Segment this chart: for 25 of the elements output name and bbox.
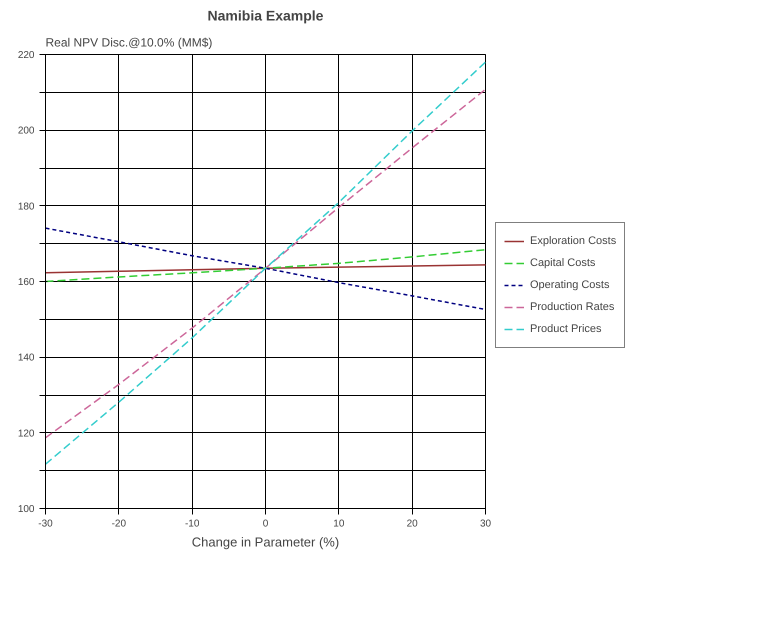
y-tick-label: 160 (18, 277, 35, 288)
y-tick-label: 220 (18, 50, 35, 61)
y-tick-label: 200 (18, 126, 35, 137)
line-series (46, 227, 486, 310)
x-tick-label: -10 (184, 518, 200, 530)
legend-label: Exploration Costs (530, 235, 616, 247)
x-tick-label: 0 (262, 518, 269, 530)
chart-title: Namibia Example (208, 8, 324, 24)
legend-label: Product Prices (530, 323, 602, 335)
y-tick-label: 140 (18, 352, 35, 364)
x-tick-label: -30 (38, 518, 54, 530)
x-tick-label: 30 (480, 518, 492, 530)
legend-label: Capital Costs (530, 257, 596, 269)
y-tick-label: 180 (18, 201, 35, 212)
legend-label: Production Rates (530, 301, 614, 313)
x-axis-title: Change in Parameter (%) (192, 534, 340, 550)
y-axis-title: Real NPV Disc.@10.0% (MM$) (46, 36, 212, 50)
line-series (46, 248, 486, 282)
y-tick-label: 100 (18, 504, 35, 515)
y-tick-label: 120 (18, 428, 35, 440)
x-tick-label: 10 (333, 518, 345, 530)
legend-label: Operating Costs (530, 279, 610, 291)
line-series (46, 264, 486, 274)
x-tick-label: -20 (112, 518, 126, 530)
x-tick-label: 20 (406, 518, 418, 530)
